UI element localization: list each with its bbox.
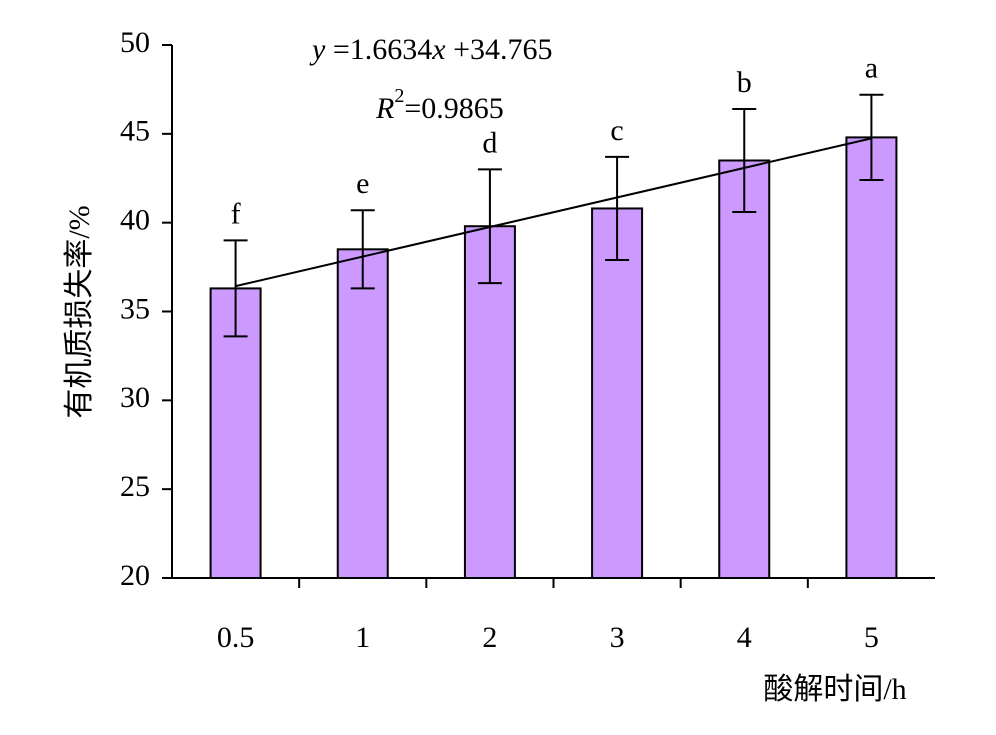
- trend-line: [235, 137, 872, 288]
- bar: [336, 248, 389, 579]
- y-tick-label: 45: [120, 115, 150, 148]
- equation-part: y: [309, 33, 326, 66]
- equation-part: +34.765: [446, 33, 553, 66]
- y-axis-label: 有机质损失率/%: [63, 205, 96, 418]
- y-tick-label: 40: [120, 204, 150, 237]
- x-tick-label: 4: [737, 621, 752, 654]
- y-tick-label: 35: [120, 292, 150, 325]
- x-axis-label: 酸解时间/h: [763, 673, 906, 706]
- significance-label: b: [737, 66, 752, 99]
- significance-label: e: [356, 167, 369, 200]
- y-tick-label: 25: [120, 470, 150, 503]
- significance-label: d: [482, 126, 497, 159]
- x-tick-label: 2: [482, 621, 497, 654]
- equation-part: x: [431, 33, 446, 66]
- equation-part: =1.6634: [325, 33, 432, 66]
- x-tick-label: 3: [610, 621, 625, 654]
- bar: [845, 136, 898, 580]
- r-squared-part: R: [375, 92, 394, 125]
- r-squared: R2=0.9865: [375, 85, 504, 125]
- bar: [718, 159, 771, 579]
- significance-label: f: [231, 197, 241, 230]
- y-tick-label: 50: [120, 26, 150, 59]
- y-tick-label: 20: [120, 559, 150, 592]
- y-tick-label: 30: [120, 381, 150, 414]
- r-squared-part: =0.9865: [404, 92, 503, 125]
- significance-label: c: [610, 114, 623, 147]
- x-tick-label: 0.5: [217, 621, 255, 654]
- x-tick-label: 1: [355, 621, 370, 654]
- bar: [591, 207, 644, 579]
- r-squared-part: 2: [394, 85, 404, 107]
- x-tick-label: 5: [864, 621, 879, 654]
- trend-equation: y =1.6634x +34.765: [309, 33, 553, 66]
- significance-label: a: [865, 52, 878, 85]
